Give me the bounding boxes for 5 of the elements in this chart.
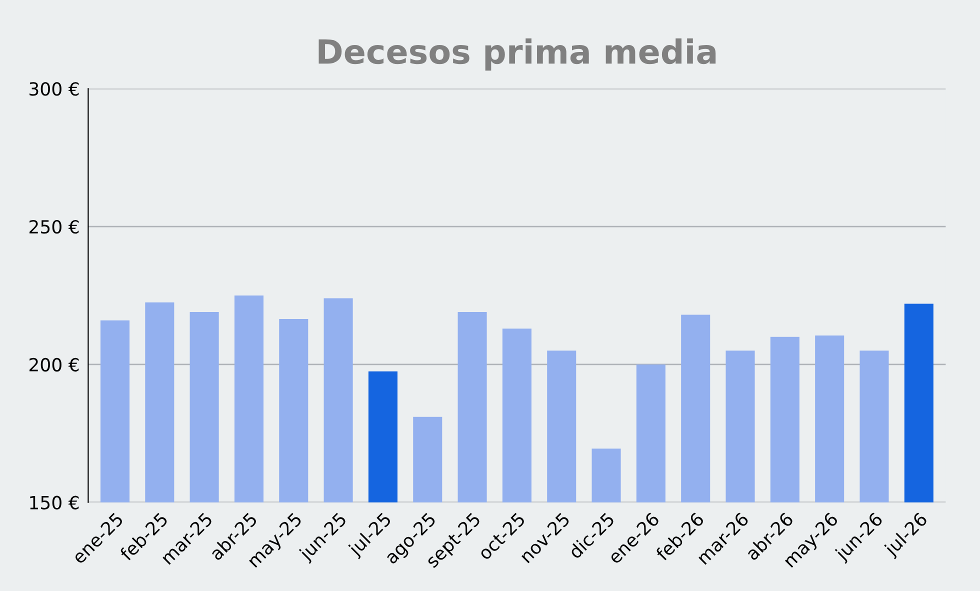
y-tick-label: 300 €	[30, 82, 79, 96]
y-tick-label: 250 €	[30, 220, 79, 234]
y-tick-label: 150 €	[30, 496, 79, 510]
y-tick-label: 200 €	[30, 358, 79, 372]
chart-title: Decesos prima media	[318, 38, 716, 71]
